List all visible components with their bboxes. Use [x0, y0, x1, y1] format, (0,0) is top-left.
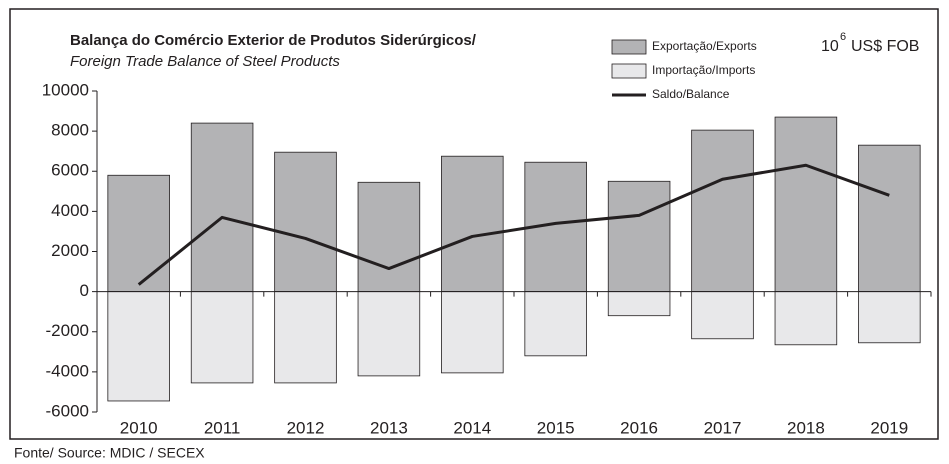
legend-swatch	[611, 63, 647, 79]
unit-base: 10	[821, 38, 839, 55]
x-tick-label: 2014	[453, 418, 491, 437]
bar	[190, 291, 254, 384]
x-tick-label: 2019	[870, 418, 908, 437]
x-tick-label: 2017	[704, 418, 742, 437]
bar	[774, 291, 838, 346]
y-tick-label: -2000	[46, 321, 89, 340]
bar	[607, 291, 671, 317]
y-tick-label: 8000	[51, 121, 89, 140]
legend-label: Importação/Imports	[652, 63, 755, 77]
source-note: Fonte/ Source: MDIC / SECEX	[14, 445, 205, 461]
x-tick-label: 2018	[787, 418, 825, 437]
chart-frame	[9, 8, 939, 440]
bar	[274, 151, 337, 293]
bar	[858, 144, 921, 293]
unit-text: US$ FOB	[851, 38, 919, 55]
y-tick-label: 2000	[51, 241, 89, 260]
y-tick-label: 6000	[51, 161, 89, 180]
x-tick-label: 2010	[120, 418, 158, 437]
bar	[858, 291, 921, 344]
y-tick-label: -4000	[46, 361, 89, 380]
legend-label: Exportação/Exports	[652, 39, 757, 53]
bar	[774, 116, 838, 293]
y-tick-label: 4000	[51, 201, 89, 220]
bar	[274, 291, 337, 384]
balance-line	[137, 163, 890, 286]
bar	[107, 291, 170, 402]
y-tick-label: 10000	[42, 80, 89, 99]
legend-swatch	[611, 39, 647, 55]
unit-exponent: 6	[840, 31, 846, 43]
chart-subtitle: Foreign Trade Balance of Steel Products	[70, 53, 340, 70]
bar	[441, 291, 504, 374]
chart-title: Balança do Comércio Exterior de Produtos…	[70, 32, 477, 49]
bar	[524, 291, 587, 357]
x-tick-label: 2015	[537, 418, 575, 437]
y-tick-label: 0	[80, 281, 89, 300]
bar	[691, 291, 754, 340]
bar	[107, 174, 170, 293]
bar	[190, 122, 254, 293]
bar	[357, 291, 421, 377]
bar	[607, 180, 671, 293]
legend-label: Saldo/Balance	[652, 87, 730, 101]
x-tick-label: 2012	[287, 418, 325, 437]
bar	[441, 155, 504, 293]
bar	[691, 129, 754, 293]
x-tick-label: 2011	[204, 418, 241, 437]
y-tick-label: -6000	[46, 401, 89, 420]
bar	[357, 181, 421, 293]
x-tick-label: 2016	[620, 418, 658, 437]
x-tick-label: 2013	[370, 418, 408, 437]
